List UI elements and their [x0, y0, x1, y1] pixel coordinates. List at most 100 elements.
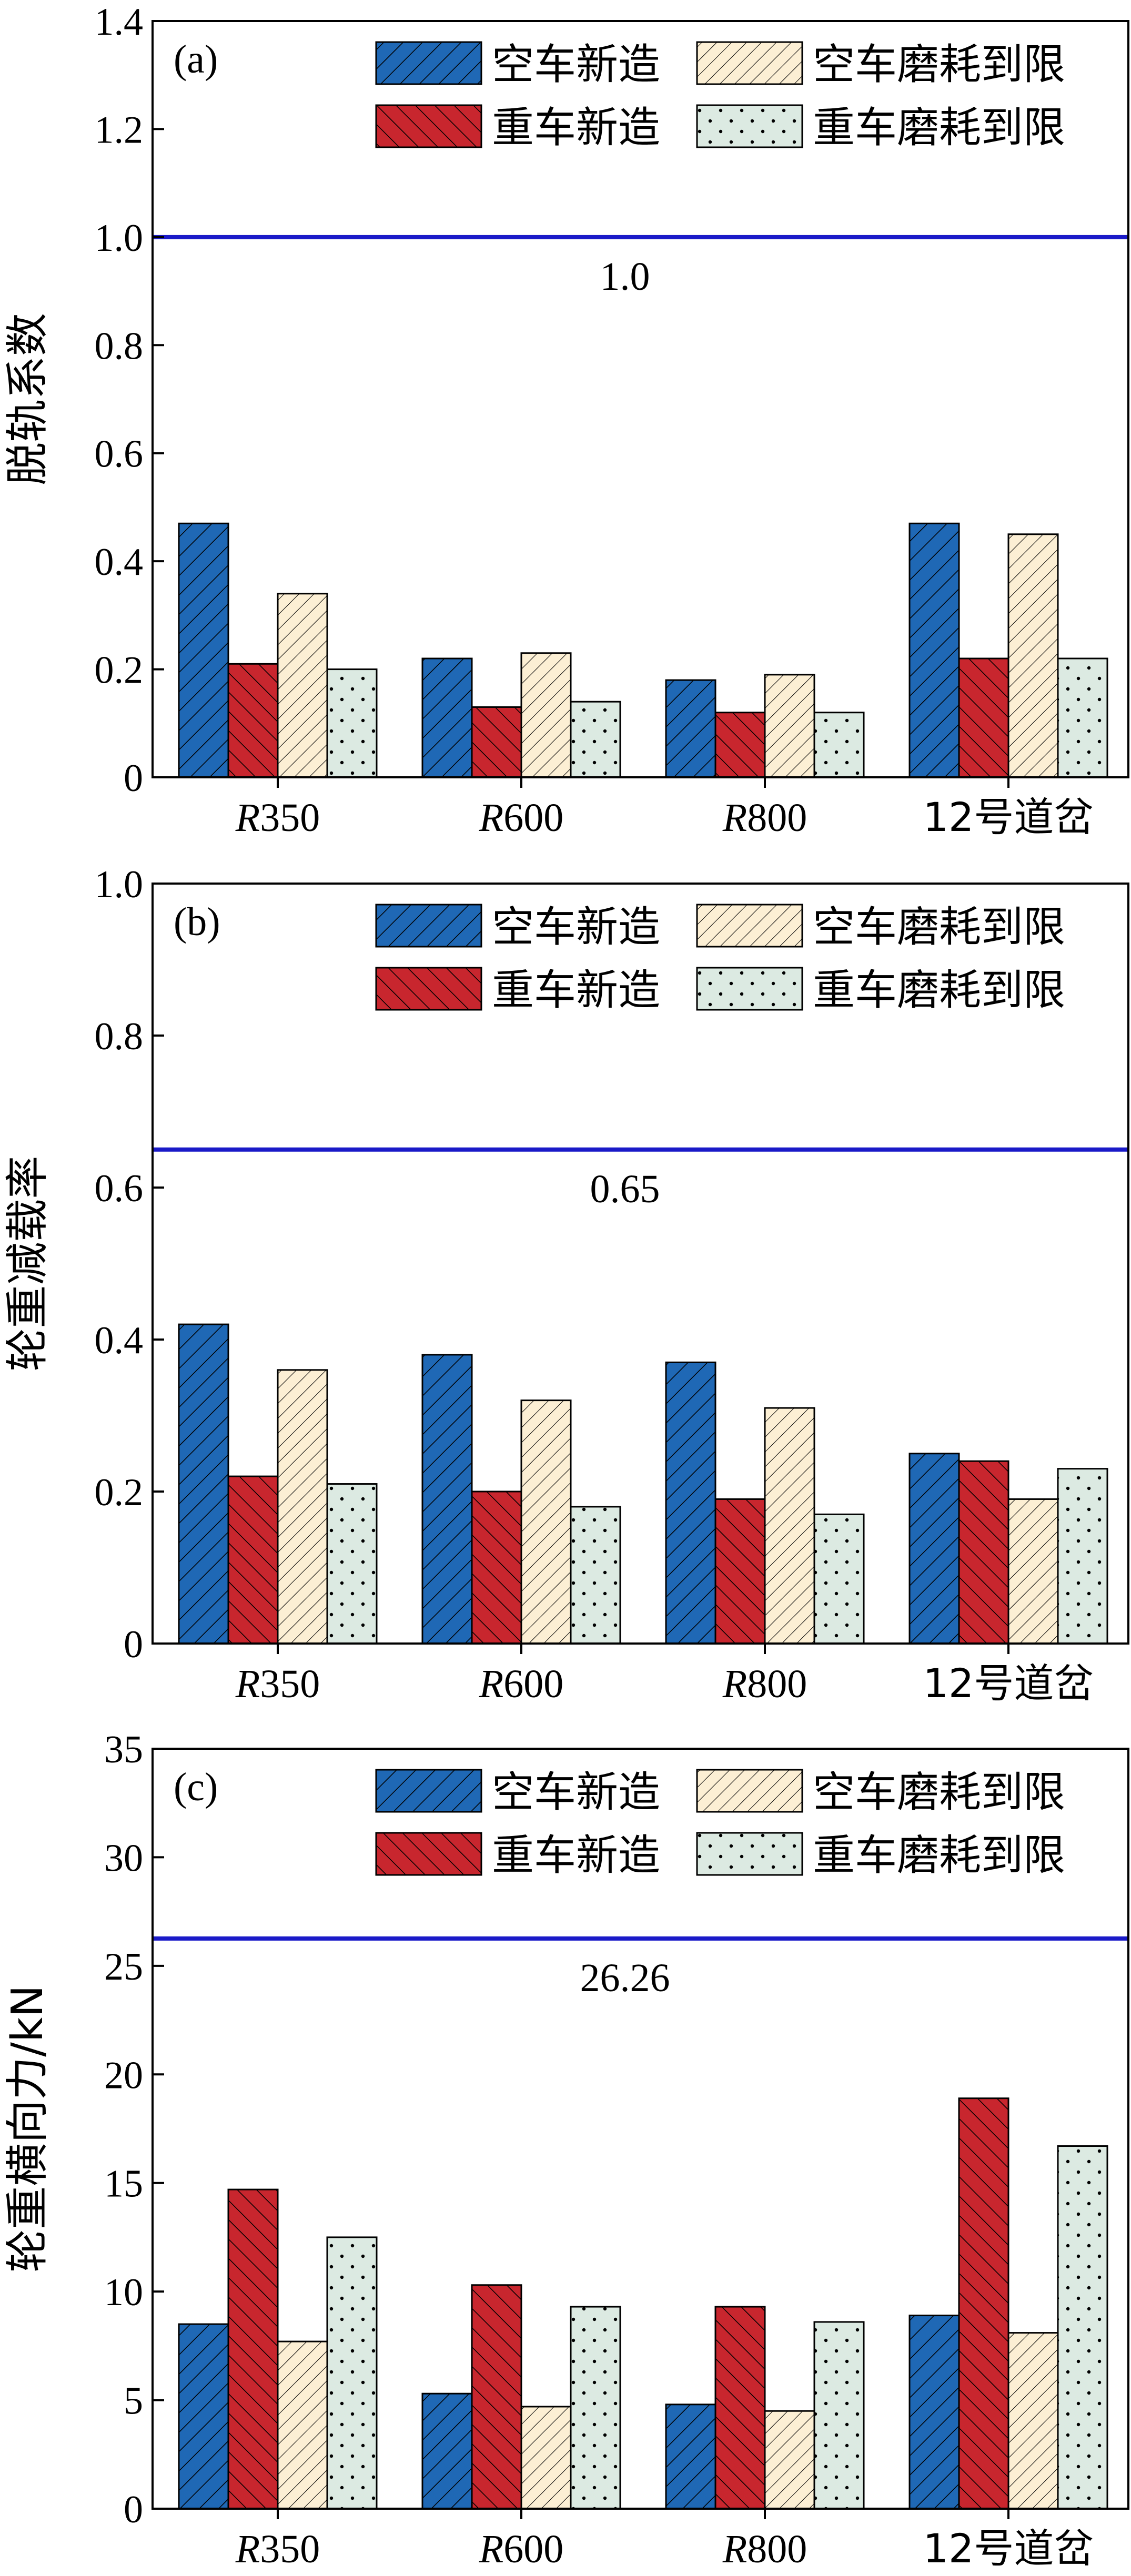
bar-outline-1-3	[665, 2403, 716, 2510]
y-tick-label: 0	[124, 757, 143, 800]
bar-outline-3-3	[764, 1407, 815, 1645]
bar-outline-4-2	[570, 2306, 621, 2510]
y-axis-label: 轮重减载率	[3, 1155, 53, 1371]
y-tick-label: 0.4	[95, 1319, 144, 1362]
bar-outline-4-1	[326, 2236, 378, 2510]
y-tick-label: 20	[104, 2054, 143, 2097]
bar-outline-2-2	[471, 706, 522, 778]
bar-outline-2-1	[227, 2188, 279, 2510]
bar-outline-1-4	[908, 1453, 960, 1645]
y-tick-label: 5	[124, 2380, 143, 2423]
legend-label-1: 空车新造	[492, 1768, 660, 1817]
bar-outline-4-2	[570, 1506, 621, 1645]
legend-label-2: 重车新造	[492, 103, 660, 152]
legend-swatch-outline-2	[375, 104, 482, 148]
y-tick-label: 1.0	[95, 217, 144, 260]
y-tick-label: 15	[104, 2163, 143, 2206]
bar-outline-2-4	[958, 1460, 1009, 1645]
y-axis-label: 脱轨系数	[3, 313, 53, 485]
bar-outline-4-2	[570, 701, 621, 778]
x-tick-label: R600	[479, 796, 563, 840]
y-axis-label: 轮重横向力/kN	[3, 1985, 53, 2272]
bar-outline-2-3	[714, 2306, 766, 2510]
x-tick-label: R800	[722, 2527, 807, 2571]
bar-outline-1-4	[908, 522, 960, 778]
x-tick-label: R600	[479, 1662, 563, 1706]
chart-panel-2: 0.65 0 0.2 0.4 0.6 0.8 1.0 R350 R600 R800 12号道岔 轮重减…	[3, 863, 1129, 1707]
bar-outline-1-3	[665, 1361, 716, 1645]
bar-outline-4-1	[326, 668, 378, 778]
y-tick-label: 0.6	[95, 433, 144, 476]
limit-label: 1.0	[600, 255, 650, 299]
bar-outline-1-2	[421, 657, 473, 778]
x-tick-label: 12号道岔	[923, 1660, 1094, 1707]
legend-label-3: 空车磨耗到限	[813, 40, 1065, 89]
legend-swatch-outline-3	[696, 41, 803, 85]
panel-label: (c)	[174, 1765, 218, 1809]
legend-label-3: 空车磨耗到限	[813, 902, 1065, 951]
legend-label-2: 重车新造	[492, 966, 660, 1015]
bar-outline-4-4	[1057, 657, 1108, 778]
bar-outline-4-4	[1057, 2145, 1108, 2510]
bar-outline-4-3	[813, 712, 865, 778]
legend-label-4: 重车磨耗到限	[813, 103, 1065, 152]
limit-label: 0.65	[590, 1167, 660, 1211]
panel-label: (b)	[174, 900, 220, 944]
legend-swatch-outline-1	[375, 41, 482, 85]
legend-label-2: 重车新造	[492, 1831, 660, 1880]
bar-outline-2-1	[227, 663, 279, 778]
x-tick-label: R350	[235, 796, 320, 840]
y-tick-label: 0.4	[95, 541, 144, 584]
bar-outline-2-4	[958, 657, 1009, 778]
y-tick-label: 1.2	[95, 108, 144, 151]
bar-outline-2-3	[714, 712, 766, 778]
legend-swatch-outline-2	[375, 967, 482, 1011]
bar-outline-2-1	[227, 1475, 279, 1645]
bar-outline-4-4	[1057, 1468, 1108, 1645]
bar-outline-1-2	[421, 1354, 473, 1645]
y-tick-label: 0	[124, 1623, 143, 1666]
y-tick-label: 0.8	[95, 1015, 144, 1058]
x-tick-label: R350	[235, 1662, 320, 1706]
legend-label-1: 空车新造	[492, 40, 660, 89]
panel-label: (a)	[174, 37, 218, 82]
x-tick-label: R600	[479, 2527, 563, 2571]
bar-outline-3-1	[277, 2340, 328, 2510]
bar-outline-3-1	[277, 593, 328, 778]
bar-outline-3-2	[520, 2406, 572, 2510]
bar-outline-3-2	[520, 652, 572, 778]
bar-outline-1-3	[665, 679, 716, 778]
legend-label-3: 空车磨耗到限	[813, 1768, 1065, 1817]
bar-outline-2-2	[471, 2284, 522, 2510]
x-tick-label: 12号道岔	[923, 794, 1094, 840]
bar-outline-3-4	[1007, 2332, 1059, 2510]
y-tick-label: 0.8	[95, 324, 144, 368]
bar-outline-3-3	[764, 2410, 815, 2510]
legend-swatch-outline-4	[696, 1832, 803, 1876]
legend-swatch-outline-4	[696, 967, 803, 1011]
x-tick-label: R800	[722, 796, 807, 840]
y-tick-label: 0.2	[95, 649, 144, 692]
y-tick-label: 30	[104, 1837, 143, 1880]
legend-swatch-outline-2	[375, 1832, 482, 1876]
x-tick-label: 12号道岔	[923, 2525, 1094, 2572]
legend-swatch-outline-1	[375, 904, 482, 948]
y-tick-label: 35	[104, 1728, 143, 1771]
legend-swatch-outline-3	[696, 1769, 803, 1813]
legend-label-4: 重车磨耗到限	[813, 966, 1065, 1015]
bar-outline-1-1	[178, 2323, 229, 2510]
legend-swatch-outline-4	[696, 104, 803, 148]
bar-outline-3-3	[764, 674, 815, 778]
legend-label-1: 空车新造	[492, 902, 660, 951]
y-tick-label: 0.6	[95, 1167, 144, 1210]
x-tick-label: R800	[722, 1662, 807, 1706]
y-tick-label: 10	[104, 2271, 143, 2314]
plot-frame	[152, 1748, 1129, 2510]
bar-outline-4-1	[326, 1483, 378, 1645]
plot-frame	[152, 20, 1129, 778]
y-tick-label: 1.4	[95, 1, 144, 44]
bar-outline-3-4	[1007, 533, 1059, 778]
bar-outline-2-3	[714, 1498, 766, 1645]
chart-panel-3: 26.26 0 5 10 15 20 25 30 35 R350 R600 R800 12号道岔 轮重横向…	[3, 1728, 1129, 2572]
